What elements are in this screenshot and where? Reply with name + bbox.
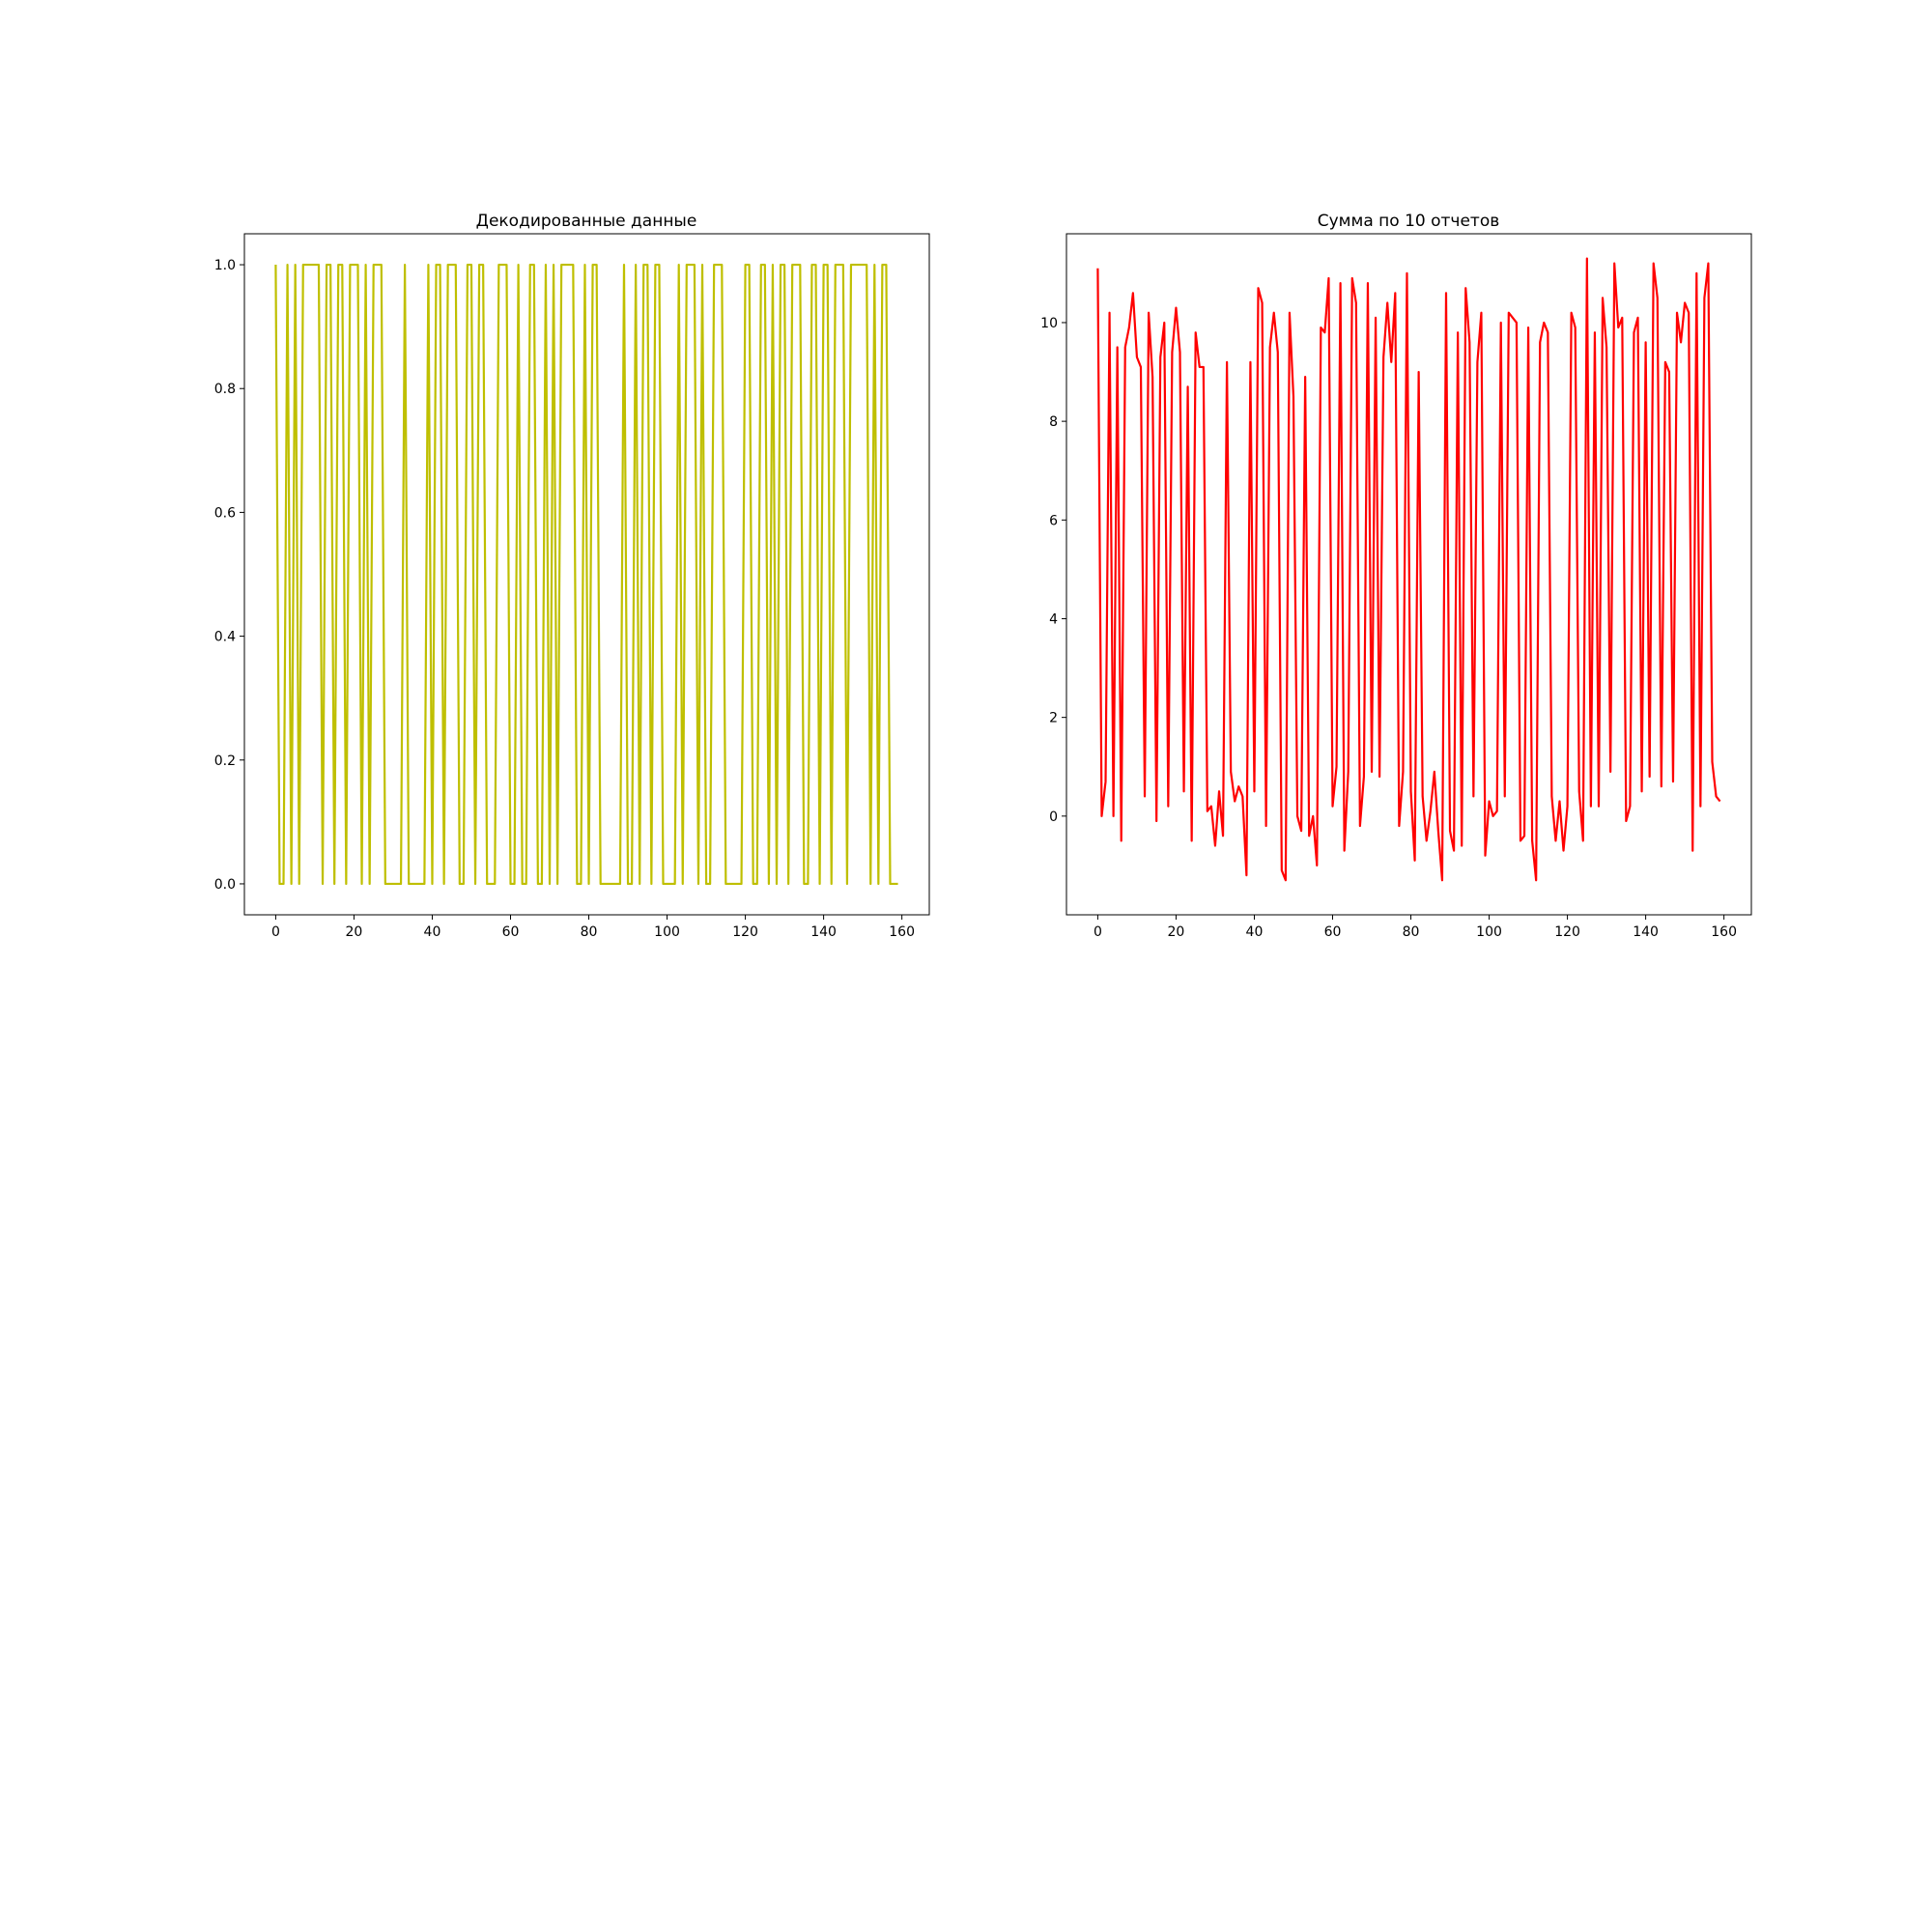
x-tick-label: 80 (1403, 924, 1420, 940)
chart-title: Сумма по 10 отчетов (1318, 212, 1500, 231)
y-tick-label: 0.8 (214, 382, 236, 397)
chart-title: Декодированные данные (476, 212, 697, 231)
x-tick-label: 100 (654, 924, 680, 940)
y-tick-label: 0.4 (214, 630, 236, 645)
y-tick-label: 0 (1049, 810, 1058, 825)
x-tick-label: 120 (732, 924, 758, 940)
y-tick-label: 0.2 (214, 753, 236, 769)
x-tick-label: 160 (1711, 924, 1737, 940)
plot-area-frame (1065, 233, 1752, 916)
decoded-data-series-line (274, 263, 898, 886)
chart-sum-10-samples: Сумма по 10 отчетов 0 20 40 60 80 100 120 140 16… (1040, 212, 1752, 940)
plot-area-frame (243, 233, 930, 916)
sum-series-line (1096, 257, 1721, 882)
x-tick-label: 40 (1246, 924, 1264, 940)
x-tick-label: 60 (502, 924, 520, 940)
x-axis: 0 20 40 60 80 100 120 140 160 (1094, 915, 1737, 940)
x-tick-label: 140 (1633, 924, 1659, 940)
x-tick-label: 60 (1324, 924, 1342, 940)
x-tick-label: 20 (346, 924, 363, 940)
x-tick-label: 20 (1168, 924, 1185, 940)
y-tick-label: 2 (1049, 711, 1058, 726)
x-tick-label: 80 (581, 924, 598, 940)
y-tick-label: 10 (1040, 316, 1058, 331)
chart-decoded-data: Декодированные данные 0 20 40 60 80 100 120 140… (214, 212, 930, 940)
x-tick-label: 40 (424, 924, 441, 940)
y-axis: 0.0 0.2 0.4 0.6 0.8 1.0 (214, 258, 244, 893)
y-tick-label: 6 (1049, 513, 1058, 528)
x-tick-label: 100 (1476, 924, 1502, 940)
y-tick-label: 8 (1049, 414, 1058, 430)
y-tick-label: 4 (1049, 611, 1058, 627)
y-tick-label: 0.0 (214, 877, 236, 893)
x-tick-label: 120 (1554, 924, 1580, 940)
x-tick-label: 160 (889, 924, 915, 940)
x-axis: 0 20 40 60 80 100 120 140 160 (271, 915, 915, 940)
x-tick-label: 140 (810, 924, 837, 940)
x-tick-label: 0 (271, 924, 280, 940)
y-tick-label: 0.6 (214, 505, 236, 521)
y-axis: 0 2 4 6 8 10 (1040, 316, 1066, 825)
x-tick-label: 0 (1094, 924, 1102, 940)
y-tick-label: 1.0 (214, 258, 236, 273)
